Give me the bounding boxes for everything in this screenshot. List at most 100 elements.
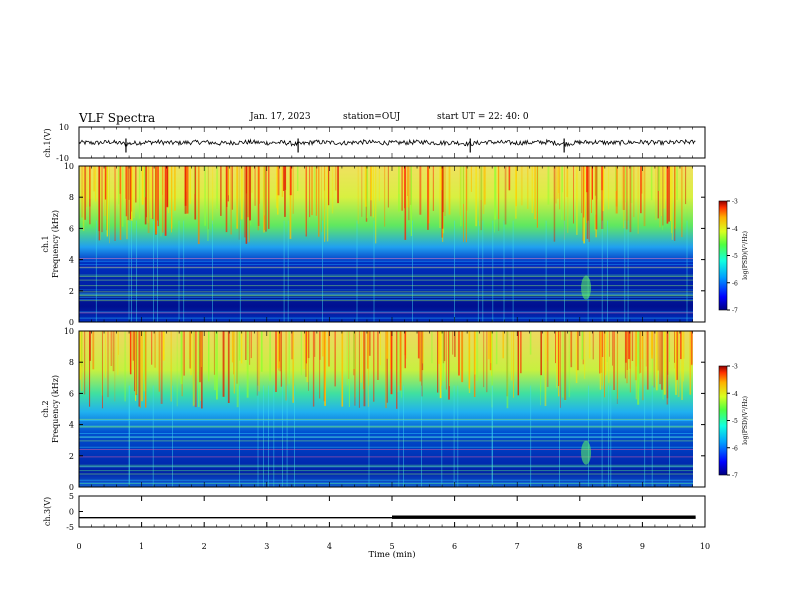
spectrogram-streak <box>553 166 556 242</box>
spectrogram-streak <box>144 166 147 225</box>
spectrogram-streak <box>354 331 356 398</box>
spectrogram-streak <box>666 166 669 224</box>
colorbar-tick-label: -6 <box>732 280 738 287</box>
spectrogram-streak <box>637 331 640 405</box>
spectrogram-streak <box>689 331 692 395</box>
spectrogram-streak <box>454 331 456 357</box>
spectrogram-streak <box>150 166 152 219</box>
spectrogram-streak <box>482 166 485 214</box>
spectrogram-streak <box>307 331 310 359</box>
spectrogram-streak <box>555 331 556 364</box>
spectrogram-streak <box>445 331 447 390</box>
spectrogram-streak <box>613 331 615 390</box>
spectrogram-streak <box>198 331 200 407</box>
spectrogram-streak <box>138 166 141 219</box>
spectrogram-streak <box>608 331 610 383</box>
spectrogram-streak <box>138 331 140 407</box>
spectrogram-streak <box>297 166 299 191</box>
spectrogram-streak <box>681 331 683 400</box>
ylabel-channel: ch.1 <box>41 235 50 252</box>
spectrogram-streak <box>118 166 120 205</box>
spectrogram-impulse <box>131 220 132 322</box>
spectrogram-streak <box>432 166 434 211</box>
spectrogram-streak <box>438 331 440 364</box>
spectrogram-streak <box>128 166 130 200</box>
colorbar-tick-label: -3 <box>732 199 738 206</box>
spectrogram-streak <box>238 166 240 240</box>
spectrogram-streak <box>291 331 293 360</box>
spectrogram-band-line <box>79 289 693 291</box>
spectrogram-streak <box>385 331 387 408</box>
spectrogram-impulse <box>491 385 493 487</box>
spectrogram-streak <box>118 331 119 355</box>
spectrogram-streak <box>117 331 119 376</box>
spectrogram-emission-blob <box>581 275 592 300</box>
spectrogram-streak <box>86 166 88 207</box>
spectrogram-streak <box>246 331 249 398</box>
spectrogram-impulse <box>128 220 130 322</box>
spectrogram-streak <box>311 166 313 216</box>
ch1-waveform-line <box>78 138 696 148</box>
spectrogram-streak <box>592 166 593 200</box>
spectrogram-streak <box>220 166 222 216</box>
spectrogram-streak <box>605 331 607 376</box>
spectrogram-impulse <box>257 385 259 487</box>
spectrogram-impulse <box>492 385 493 487</box>
ch1-ytick-label: -10 <box>56 154 69 163</box>
spectrogram-streak <box>595 166 598 230</box>
spectrogram-streak <box>101 331 103 396</box>
spectrogram-streak <box>608 166 610 210</box>
spectrogram-streak <box>461 331 464 383</box>
spectrogram-impulse <box>129 385 130 487</box>
spectrogram-streak <box>114 166 116 241</box>
spectrogram-streak <box>634 331 637 381</box>
spectrogram-band-line <box>79 419 693 421</box>
colorbar-tick-label: -3 <box>732 364 738 371</box>
spectrogram-streak <box>600 331 603 373</box>
spectrogram-impulse <box>457 385 459 487</box>
spectrogram-streak <box>575 331 578 383</box>
spectrogram-streak <box>559 166 561 210</box>
ylabel-frequency: Frequency (kHz) <box>51 375 60 443</box>
spectrogram-impulse <box>368 385 370 487</box>
spectrogram-streak <box>583 166 585 218</box>
spectrogram-band-line <box>79 260 693 262</box>
spectrogram-streak <box>558 166 560 193</box>
chart-title: VLF Spectra <box>79 111 156 125</box>
spectrogram-impulse <box>686 220 688 322</box>
spectrogram-streak <box>404 166 407 240</box>
spectrogram-streak <box>390 331 393 395</box>
ch3-ytick-label: -5 <box>66 523 74 532</box>
spectrogram-impulse <box>441 385 443 487</box>
spectrogram-streak <box>207 166 209 241</box>
colorbar-tick-label: -7 <box>732 308 738 315</box>
spectrogram-impulse <box>95 220 97 322</box>
spectrogram-streak <box>228 166 229 196</box>
spectrogram-streak <box>334 331 336 387</box>
spectrogram-band-line <box>79 473 693 475</box>
spectrogram-streak <box>659 331 661 385</box>
spectrogram-band-line <box>79 436 693 438</box>
ytick-label: 2 <box>69 452 74 461</box>
colorbar-tick-label: -7 <box>732 473 738 480</box>
spectrogram-streak <box>279 331 280 362</box>
spectrogram-streak <box>674 166 676 241</box>
spectrogram-nodata <box>693 166 705 322</box>
spectrogram-streak <box>135 166 137 203</box>
spectrogram-streak <box>640 166 642 214</box>
spectrogram-impulse <box>492 220 494 322</box>
spectrogram-streak <box>364 166 367 207</box>
spectrogram-streak <box>360 331 362 383</box>
spectrogram-streak <box>289 166 292 239</box>
spectrogram-streak <box>657 166 659 219</box>
spectrogram-streak <box>407 166 409 208</box>
spectrogram-streak <box>248 166 249 243</box>
spectrogram-streak <box>448 166 451 215</box>
spectrogram-streak <box>625 331 627 363</box>
spectrogram-streak <box>396 331 398 409</box>
spectrogram-impulse <box>669 385 670 487</box>
spectrogram-streak <box>601 331 603 390</box>
spectrogram-streak <box>586 166 588 223</box>
spectrogram-streak <box>230 166 232 235</box>
spectrogram-streak <box>467 166 469 214</box>
